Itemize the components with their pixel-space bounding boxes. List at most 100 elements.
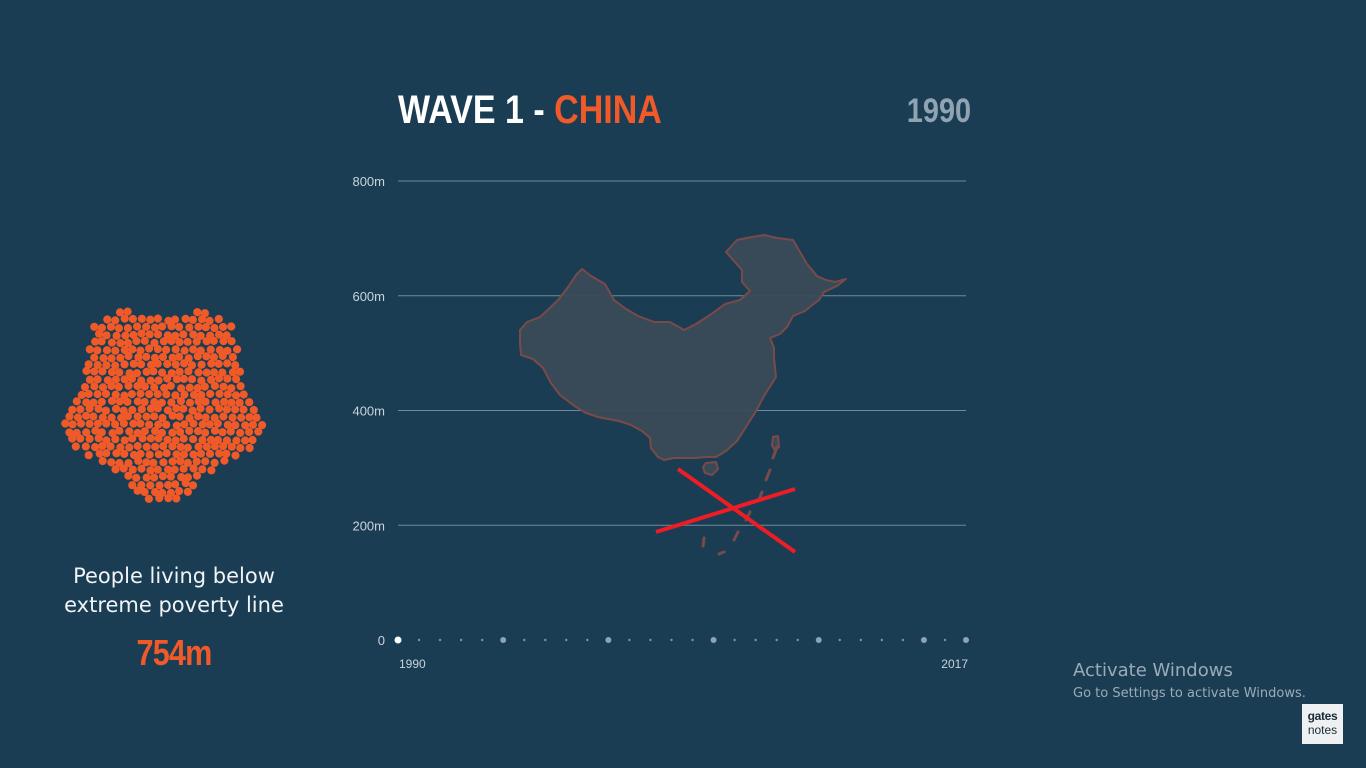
person-dot xyxy=(145,344,154,353)
person-dot xyxy=(170,315,180,324)
person-dot xyxy=(168,353,177,362)
person-dot xyxy=(95,329,104,338)
person-dot xyxy=(98,441,107,451)
person-dot xyxy=(194,412,203,421)
person-dot xyxy=(81,442,90,451)
person-dot xyxy=(201,457,210,466)
person-dot xyxy=(136,389,145,398)
person-dot xyxy=(241,436,250,445)
person-dot xyxy=(215,404,224,413)
person-dot xyxy=(84,360,93,369)
person-dot xyxy=(102,331,111,340)
person-dot xyxy=(211,398,220,407)
person-dot xyxy=(124,471,133,480)
person-dot xyxy=(245,427,254,437)
person-dot xyxy=(112,331,121,340)
person-dot xyxy=(137,314,146,323)
hainan-island-shape xyxy=(702,461,719,476)
person-dot xyxy=(198,465,207,474)
person-dot xyxy=(223,420,232,429)
person-dot xyxy=(124,459,133,468)
person-dot xyxy=(205,449,215,458)
person-dot xyxy=(101,389,111,398)
person-dot xyxy=(154,420,163,429)
person-dot xyxy=(168,411,177,420)
person-dot xyxy=(123,324,132,333)
person-dot xyxy=(202,337,211,346)
title-country: CHINA xyxy=(554,88,662,132)
person-dot xyxy=(158,472,167,481)
person-dot xyxy=(150,398,159,407)
person-dot xyxy=(175,367,184,376)
person-dot xyxy=(71,442,80,451)
title-wave-prefix: WAVE 1 - xyxy=(398,88,555,132)
x-tick-label: 2017 xyxy=(941,657,968,671)
person-dot xyxy=(171,480,180,489)
person-dot xyxy=(111,404,121,413)
person-dot xyxy=(164,494,173,503)
person-dot xyxy=(185,426,194,435)
person-dot xyxy=(136,346,145,355)
person-dot xyxy=(153,465,162,474)
person-dot xyxy=(90,367,99,376)
timeline-dot xyxy=(963,637,969,643)
person-dot xyxy=(223,359,232,368)
person-dot xyxy=(214,359,223,368)
person-dot xyxy=(115,368,124,377)
person-dot xyxy=(89,398,98,407)
person-dot xyxy=(179,464,188,473)
timeline-dot xyxy=(880,638,884,642)
timeline-dot xyxy=(796,638,799,642)
population-dot-cluster xyxy=(50,294,276,514)
person-dot xyxy=(206,345,215,354)
person-dot xyxy=(120,314,129,323)
person-dot xyxy=(258,421,267,430)
person-dot xyxy=(231,405,240,414)
person-dot xyxy=(171,391,180,400)
person-dot xyxy=(194,397,203,406)
person-dot xyxy=(150,323,160,332)
timeline-dot xyxy=(754,638,757,642)
logo-line2: notes xyxy=(1307,723,1338,737)
person-dot xyxy=(150,383,159,392)
dash-segment xyxy=(732,530,740,542)
person-dot xyxy=(107,381,116,391)
person-dot xyxy=(175,352,184,361)
current-year: 1990 xyxy=(906,92,972,130)
person-dot xyxy=(193,352,202,361)
person-dot xyxy=(111,375,120,384)
person-dot xyxy=(97,397,106,406)
person-dot xyxy=(140,487,149,497)
person-dot xyxy=(176,396,185,406)
person-dot xyxy=(236,443,245,453)
person-dot xyxy=(133,397,142,406)
person-dot xyxy=(158,368,167,377)
y-tick-label: 600m xyxy=(352,289,385,304)
person-dot xyxy=(106,442,115,451)
person-dot xyxy=(154,376,163,385)
timeline-dot xyxy=(670,638,673,642)
person-dot xyxy=(153,330,163,339)
person-dot xyxy=(85,345,94,354)
y-axis-tick-labels: 0 200m 400m 600m 800m xyxy=(352,174,385,648)
person-dot xyxy=(201,323,210,332)
person-dot xyxy=(123,397,132,406)
person-dot xyxy=(219,442,228,451)
person-dot xyxy=(196,449,206,458)
person-dot xyxy=(89,412,98,421)
person-dot xyxy=(168,428,177,437)
person-dot xyxy=(129,450,139,460)
dash-segment xyxy=(701,536,706,548)
person-dot xyxy=(159,442,168,451)
person-dot xyxy=(116,443,125,452)
person-dot xyxy=(134,353,143,362)
people-label-line1: People living below xyxy=(73,564,275,588)
person-dot xyxy=(111,465,120,474)
timeline xyxy=(394,636,969,644)
person-dot xyxy=(107,458,116,467)
person-dot xyxy=(214,374,224,383)
person-dot xyxy=(227,398,236,407)
person-dot xyxy=(172,421,181,430)
person-dot xyxy=(206,389,215,398)
person-dot xyxy=(160,383,169,393)
